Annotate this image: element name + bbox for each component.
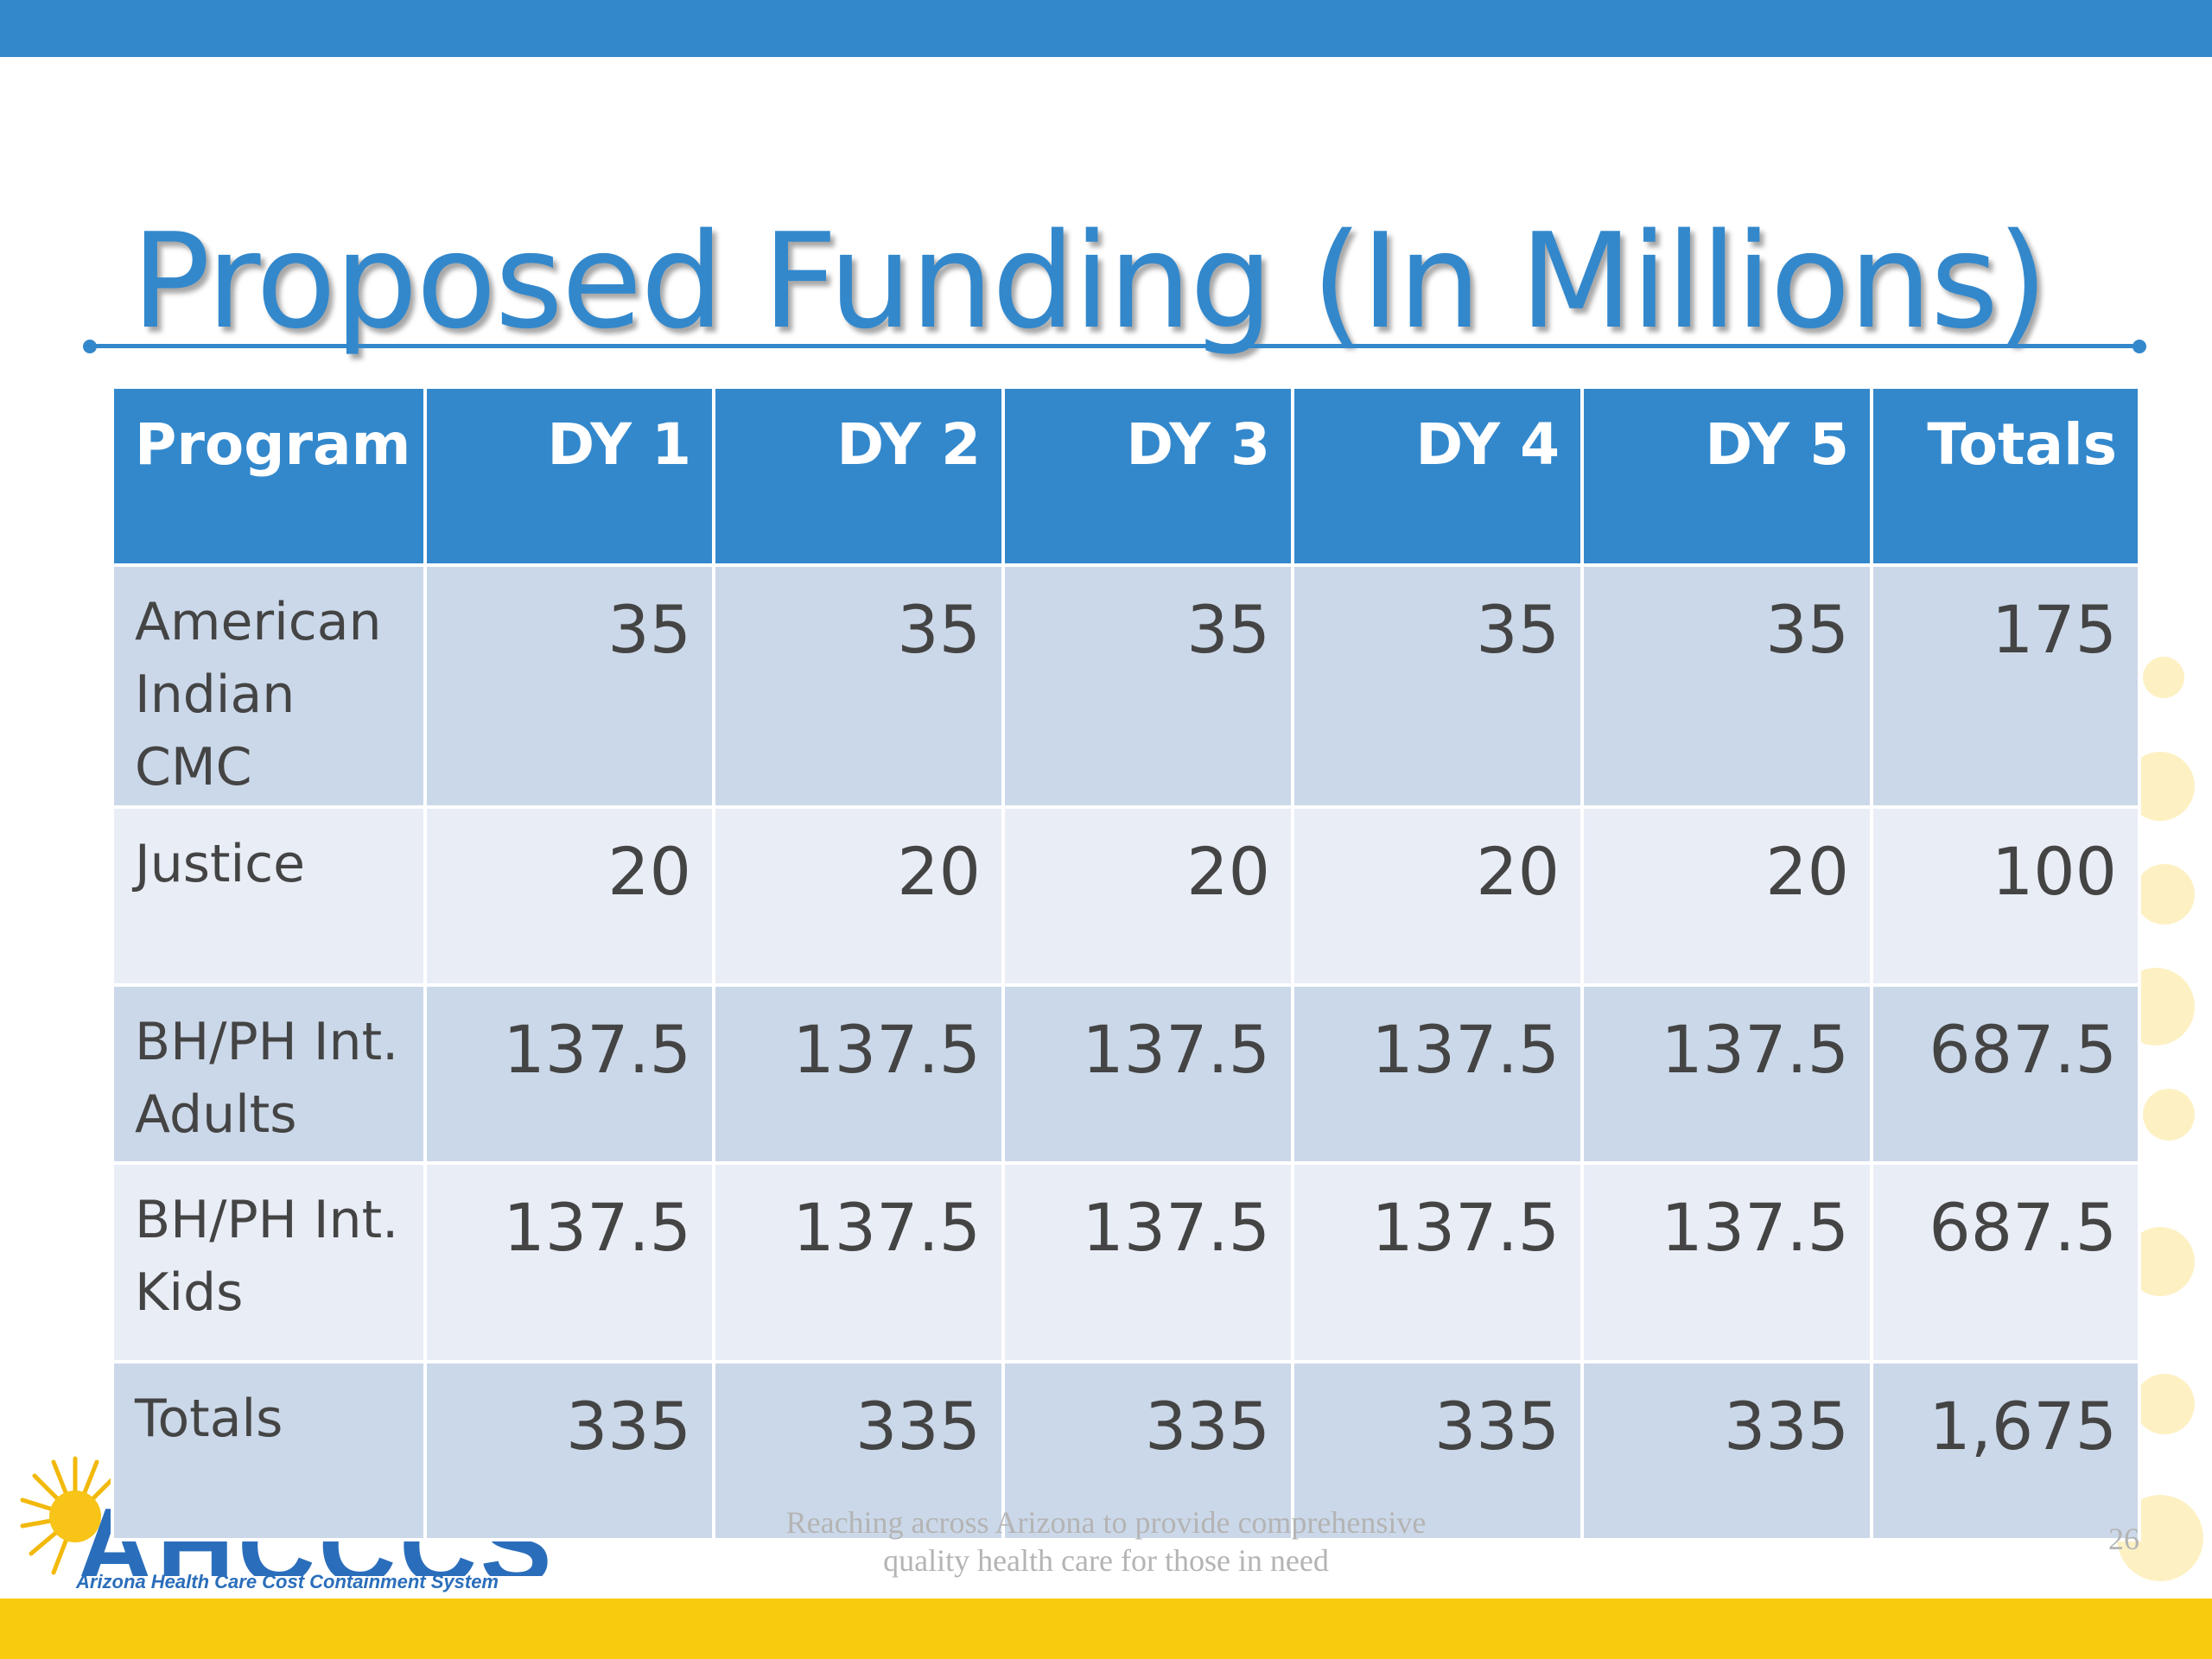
value-cell: 137.5 <box>423 983 715 1165</box>
column-header-dy4: DY 4 <box>1291 385 1584 567</box>
value-cell: 137.5 <box>423 1161 715 1363</box>
decorative-dot <box>2134 1374 2195 1434</box>
program-cell: Totals <box>111 1360 427 1541</box>
value-cell: 335 <box>1001 1360 1294 1541</box>
total-cell: 687.5 <box>1870 983 2141 1165</box>
decorative-dots <box>2108 622 2212 1607</box>
value-cell: 335 <box>423 1360 715 1541</box>
value-cell: 35 <box>1291 563 1584 809</box>
title-underline-dot-left <box>83 340 97 353</box>
program-cell: BH/PH Int. Adults <box>111 983 427 1165</box>
value-cell: 137.5 <box>1291 983 1584 1165</box>
column-header-program: Program <box>111 385 427 567</box>
column-header-totals: Totals <box>1870 385 2141 567</box>
value-cell: 137.5 <box>1580 1161 1873 1363</box>
footer-tagline-line2: quality health care for those in need <box>883 1543 1329 1578</box>
total-cell: 100 <box>1870 805 2141 987</box>
value-cell: 335 <box>1291 1360 1584 1541</box>
column-header-dy5: DY 5 <box>1580 385 1873 567</box>
value-cell: 137.5 <box>1291 1161 1584 1363</box>
table-row: Justice 20 20 20 20 20 100 <box>111 805 2141 987</box>
slide-title: Proposed Funding (In Millions) <box>131 205 2048 358</box>
value-cell: 137.5 <box>1580 983 1873 1165</box>
title-underline <box>90 344 2139 348</box>
table-row: BH/PH Int. Kids 137.5 137.5 137.5 137.5 … <box>111 1161 2141 1363</box>
column-header-dy2: DY 2 <box>712 385 1005 567</box>
table-header-row: Program DY 1 DY 2 DY 3 DY 4 DY 5 Totals <box>111 385 2141 567</box>
value-cell: 137.5 <box>712 983 1005 1165</box>
program-cell: Justice <box>111 805 427 987</box>
footer-tagline: Reaching across Arizona to provide compr… <box>691 1503 1521 1580</box>
value-cell: 335 <box>1580 1360 1873 1541</box>
funding-table-container: Program DY 1 DY 2 DY 3 DY 4 DY 5 Totals … <box>111 385 2141 1541</box>
table-row: BH/PH Int. Adults 137.5 137.5 137.5 137.… <box>111 983 2141 1165</box>
total-cell: 1,675 <box>1870 1360 2141 1541</box>
page-number: 26 <box>2108 1522 2139 1556</box>
decorative-dot <box>2143 657 2184 698</box>
value-cell: 35 <box>1001 563 1294 809</box>
value-cell: 20 <box>1001 805 1294 987</box>
program-cell: BH/PH Int. Kids <box>111 1161 427 1363</box>
value-cell: 137.5 <box>1001 1161 1294 1363</box>
title-underline-dot-right <box>2133 340 2146 353</box>
column-header-dy1: DY 1 <box>423 385 715 567</box>
sun-icon <box>20 1456 118 1575</box>
table-row: Totals 335 335 335 335 335 1,675 <box>111 1360 2141 1541</box>
top-accent-bar <box>0 0 2212 57</box>
total-cell: 175 <box>1870 563 2141 809</box>
value-cell: 335 <box>712 1360 1005 1541</box>
program-cell: American Indian CMC <box>111 563 427 809</box>
logo-organization-name: Arizona Health Care Cost Containment Sys… <box>76 1571 499 1592</box>
bottom-accent-bar <box>0 1599 2212 1659</box>
value-cell: 137.5 <box>1001 983 1294 1165</box>
funding-table: Program DY 1 DY 2 DY 3 DY 4 DY 5 Totals … <box>111 385 2141 1541</box>
column-header-dy3: DY 3 <box>1001 385 1294 567</box>
value-cell: 20 <box>712 805 1005 987</box>
value-cell: 20 <box>1580 805 1873 987</box>
value-cell: 35 <box>712 563 1005 809</box>
value-cell: 35 <box>423 563 715 809</box>
decorative-dot <box>2143 1089 2195 1141</box>
value-cell: 20 <box>1291 805 1584 987</box>
decorative-dot <box>2134 864 2195 925</box>
value-cell: 35 <box>1580 563 1873 809</box>
value-cell: 137.5 <box>712 1161 1005 1363</box>
footer-tagline-line1: Reaching across Arizona to provide compr… <box>785 1505 1427 1540</box>
total-cell: 687.5 <box>1870 1161 2141 1363</box>
value-cell: 20 <box>423 805 715 987</box>
table-row: American Indian CMC 35 35 35 35 35 175 <box>111 563 2141 809</box>
